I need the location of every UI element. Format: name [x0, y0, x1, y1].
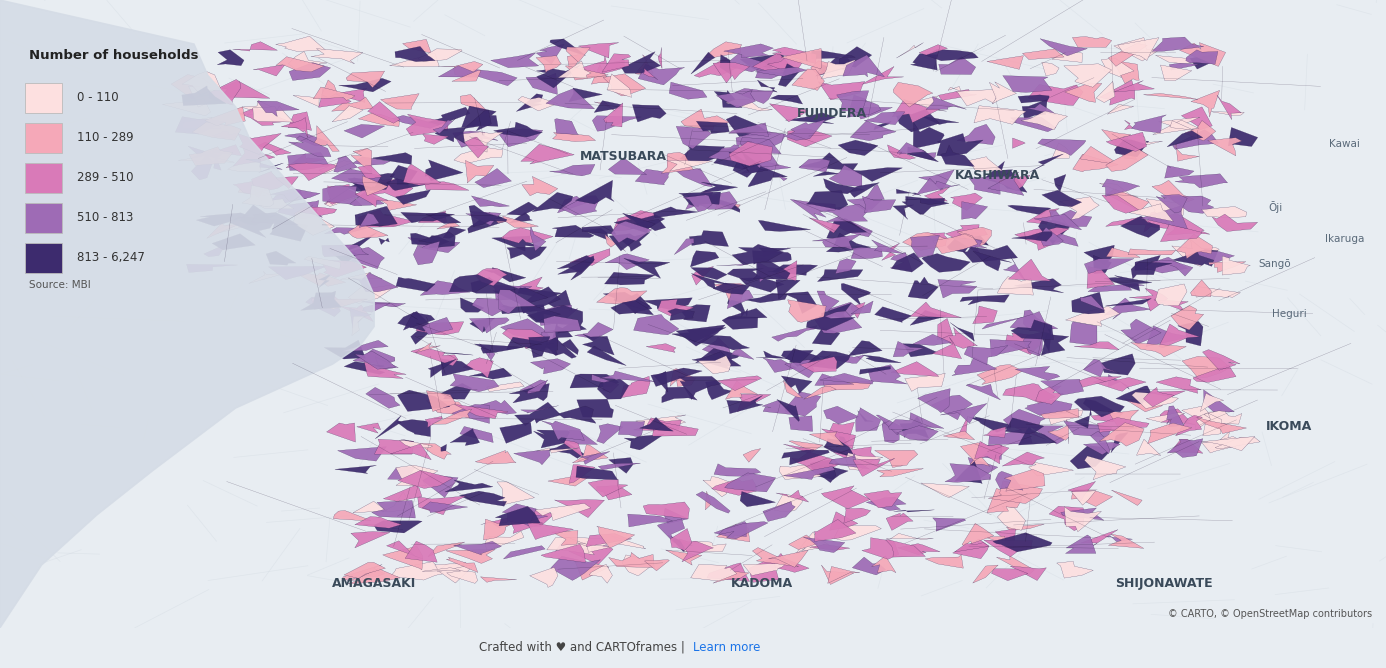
Text: © CARTO, © OpenStreetMap contributors: © CARTO, © OpenStreetMap contributors [1168, 609, 1372, 619]
Text: AMAGASAKI: AMAGASAKI [333, 577, 416, 591]
Text: Number of households: Number of households [29, 49, 198, 62]
Text: 110 - 289: 110 - 289 [78, 131, 133, 144]
Text: 813 - 6,247: 813 - 6,247 [78, 251, 146, 265]
Polygon shape [0, 0, 374, 628]
Text: Source: MBI: Source: MBI [29, 280, 91, 290]
Text: SHIJONAWATE: SHIJONAWATE [1116, 577, 1213, 591]
FancyBboxPatch shape [25, 83, 62, 113]
FancyBboxPatch shape [25, 163, 62, 193]
Text: Crafted with ♥ and CARTOframes |: Crafted with ♥ and CARTOframes | [480, 641, 689, 654]
Text: Ōji: Ōji [1268, 201, 1282, 213]
Text: Sangō: Sangō [1258, 259, 1292, 269]
Text: Heguri: Heguri [1271, 309, 1307, 319]
FancyBboxPatch shape [25, 243, 62, 273]
FancyBboxPatch shape [25, 123, 62, 153]
Text: 510 - 813: 510 - 813 [78, 211, 133, 224]
Text: KASHIWARA: KASHIWARA [955, 169, 1041, 182]
Text: MATSUBARA: MATSUBARA [581, 150, 667, 164]
Text: FUJIIDERA: FUJIIDERA [797, 106, 866, 120]
Text: Kawai: Kawai [1329, 140, 1360, 150]
Text: KADOMA: KADOMA [732, 577, 793, 591]
Text: 0 - 110: 0 - 110 [78, 91, 119, 104]
FancyBboxPatch shape [25, 203, 62, 233]
Text: IKOMA: IKOMA [1265, 420, 1313, 434]
Text: 289 - 510: 289 - 510 [78, 171, 133, 184]
Text: Learn more: Learn more [693, 641, 761, 654]
Text: Ikaruga: Ikaruga [1325, 234, 1364, 244]
